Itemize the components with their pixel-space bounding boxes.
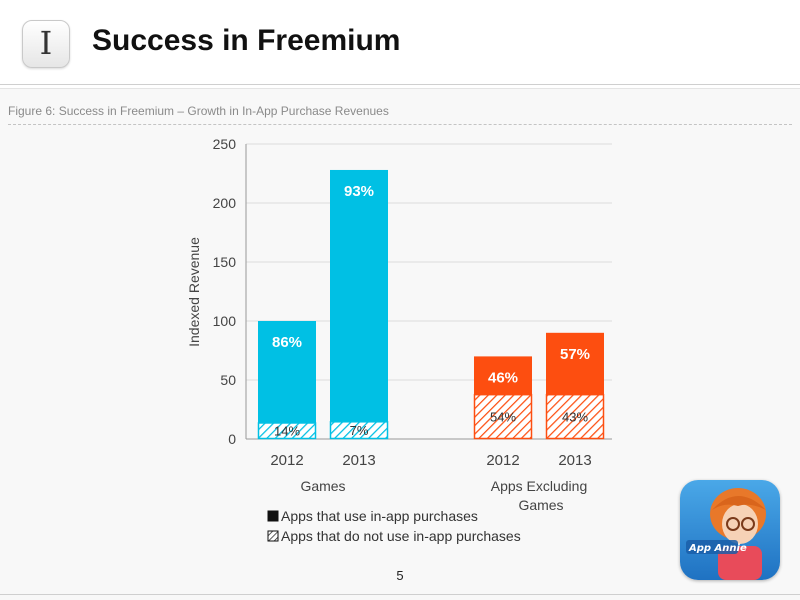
app-annie-logo-icon: App Annie [686, 488, 766, 580]
x-tick-label: 2012 [486, 452, 519, 469]
legend-label: Apps that do not use in-app purchases [281, 528, 521, 544]
bar-solid-label: 57% [560, 346, 590, 363]
x-tick-label: 2013 [558, 452, 591, 469]
x-tick-label: 2012 [270, 452, 303, 469]
footer-divider [0, 594, 800, 595]
bar-solid-label: 93% [344, 183, 374, 200]
presentation-app-icon: I [22, 20, 70, 68]
bar-hatched-label: 43% [562, 410, 588, 425]
bar-solid-label: 86% [272, 334, 302, 351]
bar-hatched-label: 54% [490, 410, 516, 425]
y-tick-label: 100 [213, 313, 237, 329]
group-label: Apps Excluding Games [491, 478, 588, 513]
bar-hatched-games-2013 [329, 421, 389, 440]
legend-swatch-solid [267, 510, 279, 522]
bar-hatched-label: 7% [350, 423, 369, 438]
y-tick-label: 50 [220, 372, 236, 388]
y-tick-label: 0 [228, 431, 236, 447]
y-tick-label: 200 [213, 195, 237, 211]
bar-hatched-label: 14% [274, 424, 300, 439]
bar-hatched-apps-excluding-games-2013 [545, 393, 605, 440]
bar-hatched-games-2012 [257, 422, 317, 440]
y-tick-label: 250 [213, 136, 237, 152]
slide-title: Success in Freemium [92, 24, 401, 57]
presentation-app-icon-glyph: I [39, 24, 53, 62]
page-number: 5 [396, 568, 404, 583]
y-tick-label: 150 [213, 254, 237, 270]
figure-caption: Figure 6: Success in Freemium – Growth i… [8, 104, 389, 118]
header-divider [0, 84, 800, 85]
bar-solid-apps-excluding-games-2012 [474, 356, 532, 395]
app-annie-logo: App Annie [680, 480, 780, 580]
legend-swatch-hatched [267, 530, 279, 542]
bar-solid-label: 46% [488, 369, 518, 386]
x-tick-label: 2013 [342, 452, 375, 469]
bar-solid-games-2013 [330, 169, 388, 422]
header-divider-secondary [0, 88, 800, 89]
y-axis-label: Indexed Revenue [186, 237, 202, 347]
caption-divider [8, 124, 792, 125]
bar-solid-games-2012 [258, 321, 316, 423]
slide-header: I Success in Freemium [0, 0, 800, 88]
group-label: Games [300, 478, 345, 494]
legend-label: Apps that use in-app purchases [281, 508, 478, 524]
logo-text: App Annie [688, 543, 747, 554]
bar-solid-apps-excluding-games-2013 [546, 332, 604, 395]
bar-hatched-apps-excluding-games-2012 [473, 393, 533, 440]
